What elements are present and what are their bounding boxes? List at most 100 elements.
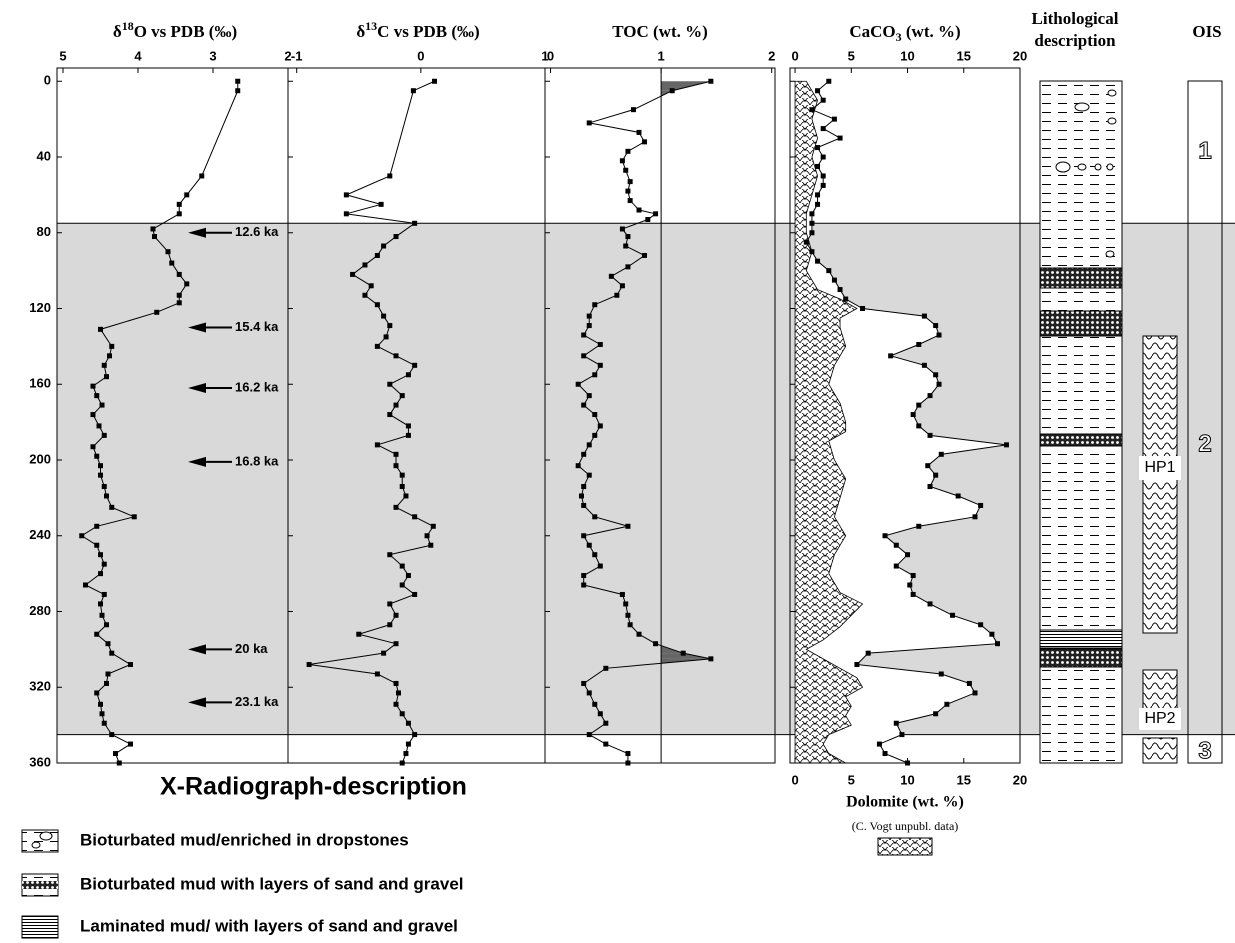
data-point <box>669 88 675 94</box>
data-point <box>597 341 603 347</box>
data-point <box>876 741 882 747</box>
data-point <box>972 514 978 520</box>
x-tick-label: -1 <box>291 48 303 63</box>
data-point <box>608 273 614 279</box>
data-point <box>592 412 598 418</box>
x-tick-label: 1 <box>541 48 548 63</box>
data-point <box>581 573 587 579</box>
data-point <box>625 523 631 529</box>
data-point <box>653 641 659 647</box>
y-tick-label: 280 <box>29 603 51 618</box>
panel-frame <box>544 67 776 764</box>
ois-label: 3 <box>1198 737 1211 764</box>
column-header: Lithological <box>1032 9 1119 28</box>
data-point <box>936 381 942 387</box>
data-point <box>625 188 631 194</box>
data-point <box>109 732 115 738</box>
x-tick-label: 20 <box>1013 48 1027 63</box>
data-point <box>966 680 972 686</box>
legend-swatch <box>21 915 59 939</box>
x-tick-label: 5 <box>59 48 66 63</box>
data-point <box>412 362 418 368</box>
legend-swatch <box>22 881 58 889</box>
background <box>57 222 1235 736</box>
data-point <box>597 423 603 429</box>
data-point <box>403 751 409 757</box>
data-point <box>83 582 88 588</box>
data-point <box>950 612 956 618</box>
data-point <box>428 542 434 548</box>
legend-title: X-Radiograph-description <box>160 773 467 801</box>
data-point <box>636 129 642 135</box>
data-point <box>98 326 103 332</box>
data-point <box>381 243 387 249</box>
data-point <box>154 309 160 315</box>
data-point <box>882 533 888 539</box>
data-point <box>809 220 815 226</box>
annotation: 15.4 ka <box>235 319 279 334</box>
data-point <box>399 563 405 569</box>
sand-layer <box>1039 648 1123 668</box>
data-point <box>803 239 809 245</box>
x-tick-label: 10 <box>900 48 914 63</box>
title-part: 13 <box>365 19 377 33</box>
data-point <box>955 493 961 499</box>
data-point <box>105 641 111 647</box>
data-point <box>820 173 826 179</box>
data-point <box>597 563 603 569</box>
data-point <box>860 306 866 312</box>
annotation: 23.1 ka <box>235 694 279 709</box>
legend: X-Radiograph-description Bioturbated mud… <box>21 773 467 939</box>
data-point <box>938 671 944 677</box>
data-point <box>893 720 899 726</box>
data-point <box>597 711 603 717</box>
data-point <box>933 323 939 329</box>
data-point <box>586 442 592 448</box>
laminated-layer <box>1039 629 1123 649</box>
data-point <box>94 453 100 459</box>
data-point <box>109 504 115 510</box>
data-point <box>399 393 405 399</box>
y-tick-label: 320 <box>29 679 51 694</box>
ois-column <box>1187 80 1223 764</box>
data-point <box>619 591 625 597</box>
data-point <box>927 484 933 490</box>
legend-swatch <box>21 829 59 853</box>
data-point <box>393 402 399 408</box>
title-part: δ <box>356 22 365 41</box>
data-point <box>374 343 380 349</box>
data-point <box>393 234 399 240</box>
arrow-head <box>188 227 206 238</box>
x-tick-label: 0 <box>791 772 798 787</box>
y-tick-label: 240 <box>29 527 51 542</box>
data-point <box>109 650 115 656</box>
data-point <box>927 393 933 399</box>
annotation: 16.8 ka <box>235 453 279 468</box>
data-point <box>680 650 686 656</box>
data-point <box>597 362 603 368</box>
data-point <box>387 622 393 628</box>
data-point <box>899 732 905 738</box>
dropstone <box>39 831 53 841</box>
data-point <box>619 158 625 164</box>
data-point <box>619 226 625 232</box>
label-bg <box>1139 456 1181 480</box>
data-point <box>614 292 620 298</box>
data-point <box>888 353 894 359</box>
data-point <box>809 211 815 217</box>
data-point <box>815 145 821 151</box>
data-point <box>79 533 85 539</box>
data-point <box>586 120 592 126</box>
data-point <box>128 662 133 668</box>
data-point <box>412 220 418 226</box>
legend-label: Bioturbated mud/enriched in dropstones <box>80 830 409 849</box>
data-point <box>837 135 843 141</box>
data-point <box>927 601 933 607</box>
data-point <box>393 504 399 510</box>
x-tick-label: 15 <box>957 772 971 787</box>
data-point <box>910 573 916 579</box>
data-point <box>424 533 430 539</box>
data-point <box>98 472 103 478</box>
x-tick-label: 10 <box>900 772 914 787</box>
data-point <box>936 332 942 338</box>
